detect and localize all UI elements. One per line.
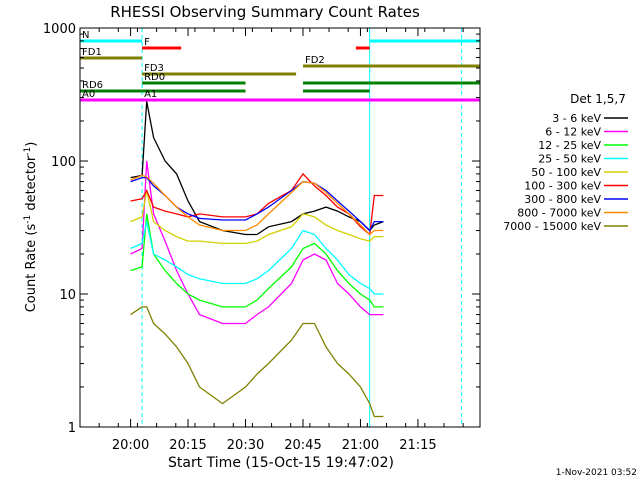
series-line (130, 190, 384, 245)
x-tick-label: 20:15 (169, 438, 206, 453)
y-tick-label: 10 (59, 288, 76, 303)
legend-label: 50 - 100 keV (531, 166, 601, 179)
flag-label: A0 (82, 89, 95, 100)
y-tick-label: 1 (68, 421, 76, 436)
y-tick-label: 100 (51, 155, 76, 170)
flag-label: A1 (144, 89, 157, 100)
y-axis-label-main: Count Rate (s (24, 224, 39, 313)
plot-frame (79, 27, 481, 428)
x-tick-label: 21:15 (399, 438, 436, 453)
chart-title: RHESSI Observing Summary Count Rates (110, 3, 420, 21)
legend-label: 12 - 25 keV (538, 139, 601, 152)
legend-label: 25 - 50 keV (538, 153, 601, 166)
series-line (130, 160, 384, 325)
x-tick-label: 21:00 (342, 438, 379, 453)
legend-title: Det 1,5,7 (570, 92, 626, 106)
series-layer (130, 101, 384, 418)
flag-label: FD2 (305, 55, 325, 66)
y-axis-label-sup2: -1 (23, 147, 33, 156)
flag-label: FD3 (144, 63, 164, 74)
flag-label: FD1 (82, 47, 102, 58)
y-axis-label-mid: detector (24, 155, 39, 215)
flag-label: F (144, 37, 150, 48)
series-line (130, 174, 384, 236)
legend-label: 7000 - 15000 keV (503, 220, 601, 233)
x-tick-label: 20:45 (284, 438, 321, 453)
y-axis-label-sup1: -1 (23, 215, 33, 224)
x-axis-label: Start Time (15-Oct-15 19:47:02) (168, 455, 394, 471)
legend-label: 6 - 12 keV (545, 126, 601, 139)
series-line (130, 221, 384, 295)
legend-label: 3 - 6 keV (552, 112, 601, 125)
x-tick-label: 20:30 (227, 438, 264, 453)
y-axis-label: Count Rate (s-1 detector-1) (23, 142, 39, 313)
x-tick-label: 20:00 (112, 438, 149, 453)
series-line (130, 176, 384, 232)
flag-label: N (82, 30, 89, 41)
legend-label: 100 - 300 keV (524, 180, 601, 193)
timestamp-label: 1-Nov-2021 03:52 (556, 468, 637, 478)
y-axis-label-end: ) (24, 142, 39, 147)
y-tick-label: 1000 (43, 22, 76, 37)
flag-label: RD6 (82, 80, 103, 91)
flag-label: RD0 (144, 72, 165, 83)
legend-label: 800 - 7000 keV (517, 207, 601, 220)
legend-label: 300 - 800 keV (524, 193, 601, 206)
axes: 1 10 100 1000 20:00 20:15 20:30 20:45 21:00 21:15 (43, 22, 480, 453)
series-line (130, 306, 384, 418)
series-line (130, 213, 384, 308)
